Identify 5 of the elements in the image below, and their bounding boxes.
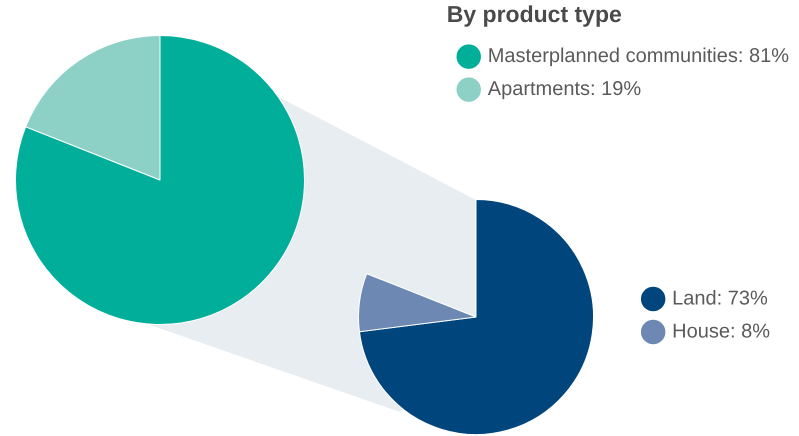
legend-title: By product type [446, 0, 622, 27]
legend-label: Masterplanned communities: 81% [488, 45, 790, 68]
legend-label: House: 8% [672, 320, 770, 343]
legend-label: Land: 73% [672, 288, 768, 310]
legend-label: Apartments: 19% [488, 78, 642, 100]
